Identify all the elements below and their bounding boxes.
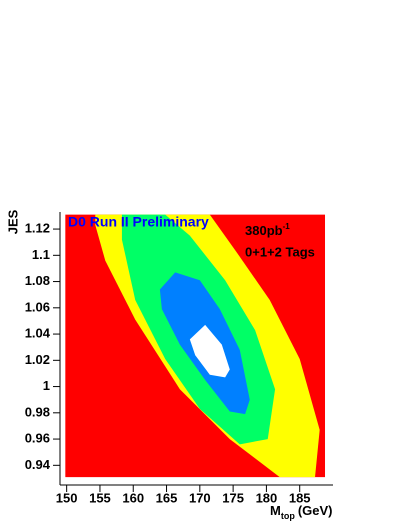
contour-region (189, 324, 230, 378)
x-tick-label: 180 (256, 490, 278, 505)
y-tick-label: 0.94 (25, 457, 51, 472)
y-tick-label: 0.96 (25, 431, 50, 446)
y-tick-label: 1.1 (32, 247, 50, 262)
x-label-main: M (270, 503, 281, 518)
x-tick-label: 175 (222, 490, 244, 505)
y-tick-label: 1.08 (25, 273, 50, 288)
lumi-sup: -1 (283, 222, 291, 231)
x-axis-label: Mtop (GeV) (270, 503, 333, 521)
x-tick-label: 165 (156, 490, 178, 505)
x-label-unit: (GeV) (298, 503, 333, 518)
x-tick-label: 155 (89, 490, 111, 505)
y-tick-label: 1.02 (25, 352, 50, 367)
experiment-label: D0 Run II Preliminary (68, 214, 209, 230)
contour-regions (65, 214, 326, 478)
x-tick-label: 150 (56, 490, 78, 505)
y-tick-label: 1.06 (25, 299, 50, 314)
y-axis-label: JES (5, 209, 20, 234)
y-tick-label: 1.12 (25, 221, 50, 236)
y-tick-label: 1 (43, 378, 50, 393)
x-tick-label: 170 (189, 490, 211, 505)
y-tick-label: 1.04 (25, 326, 51, 341)
tags-label: 0+1+2 Tags (245, 244, 315, 259)
x-tick-label: 185 (289, 490, 311, 505)
y-tick-label: 0.98 (25, 404, 50, 419)
x-label-sub: top (281, 511, 295, 521)
lumi-label: 380pb-1 (245, 222, 290, 238)
lumi: 380pb (245, 223, 283, 238)
x-tick-label: 160 (122, 490, 144, 505)
